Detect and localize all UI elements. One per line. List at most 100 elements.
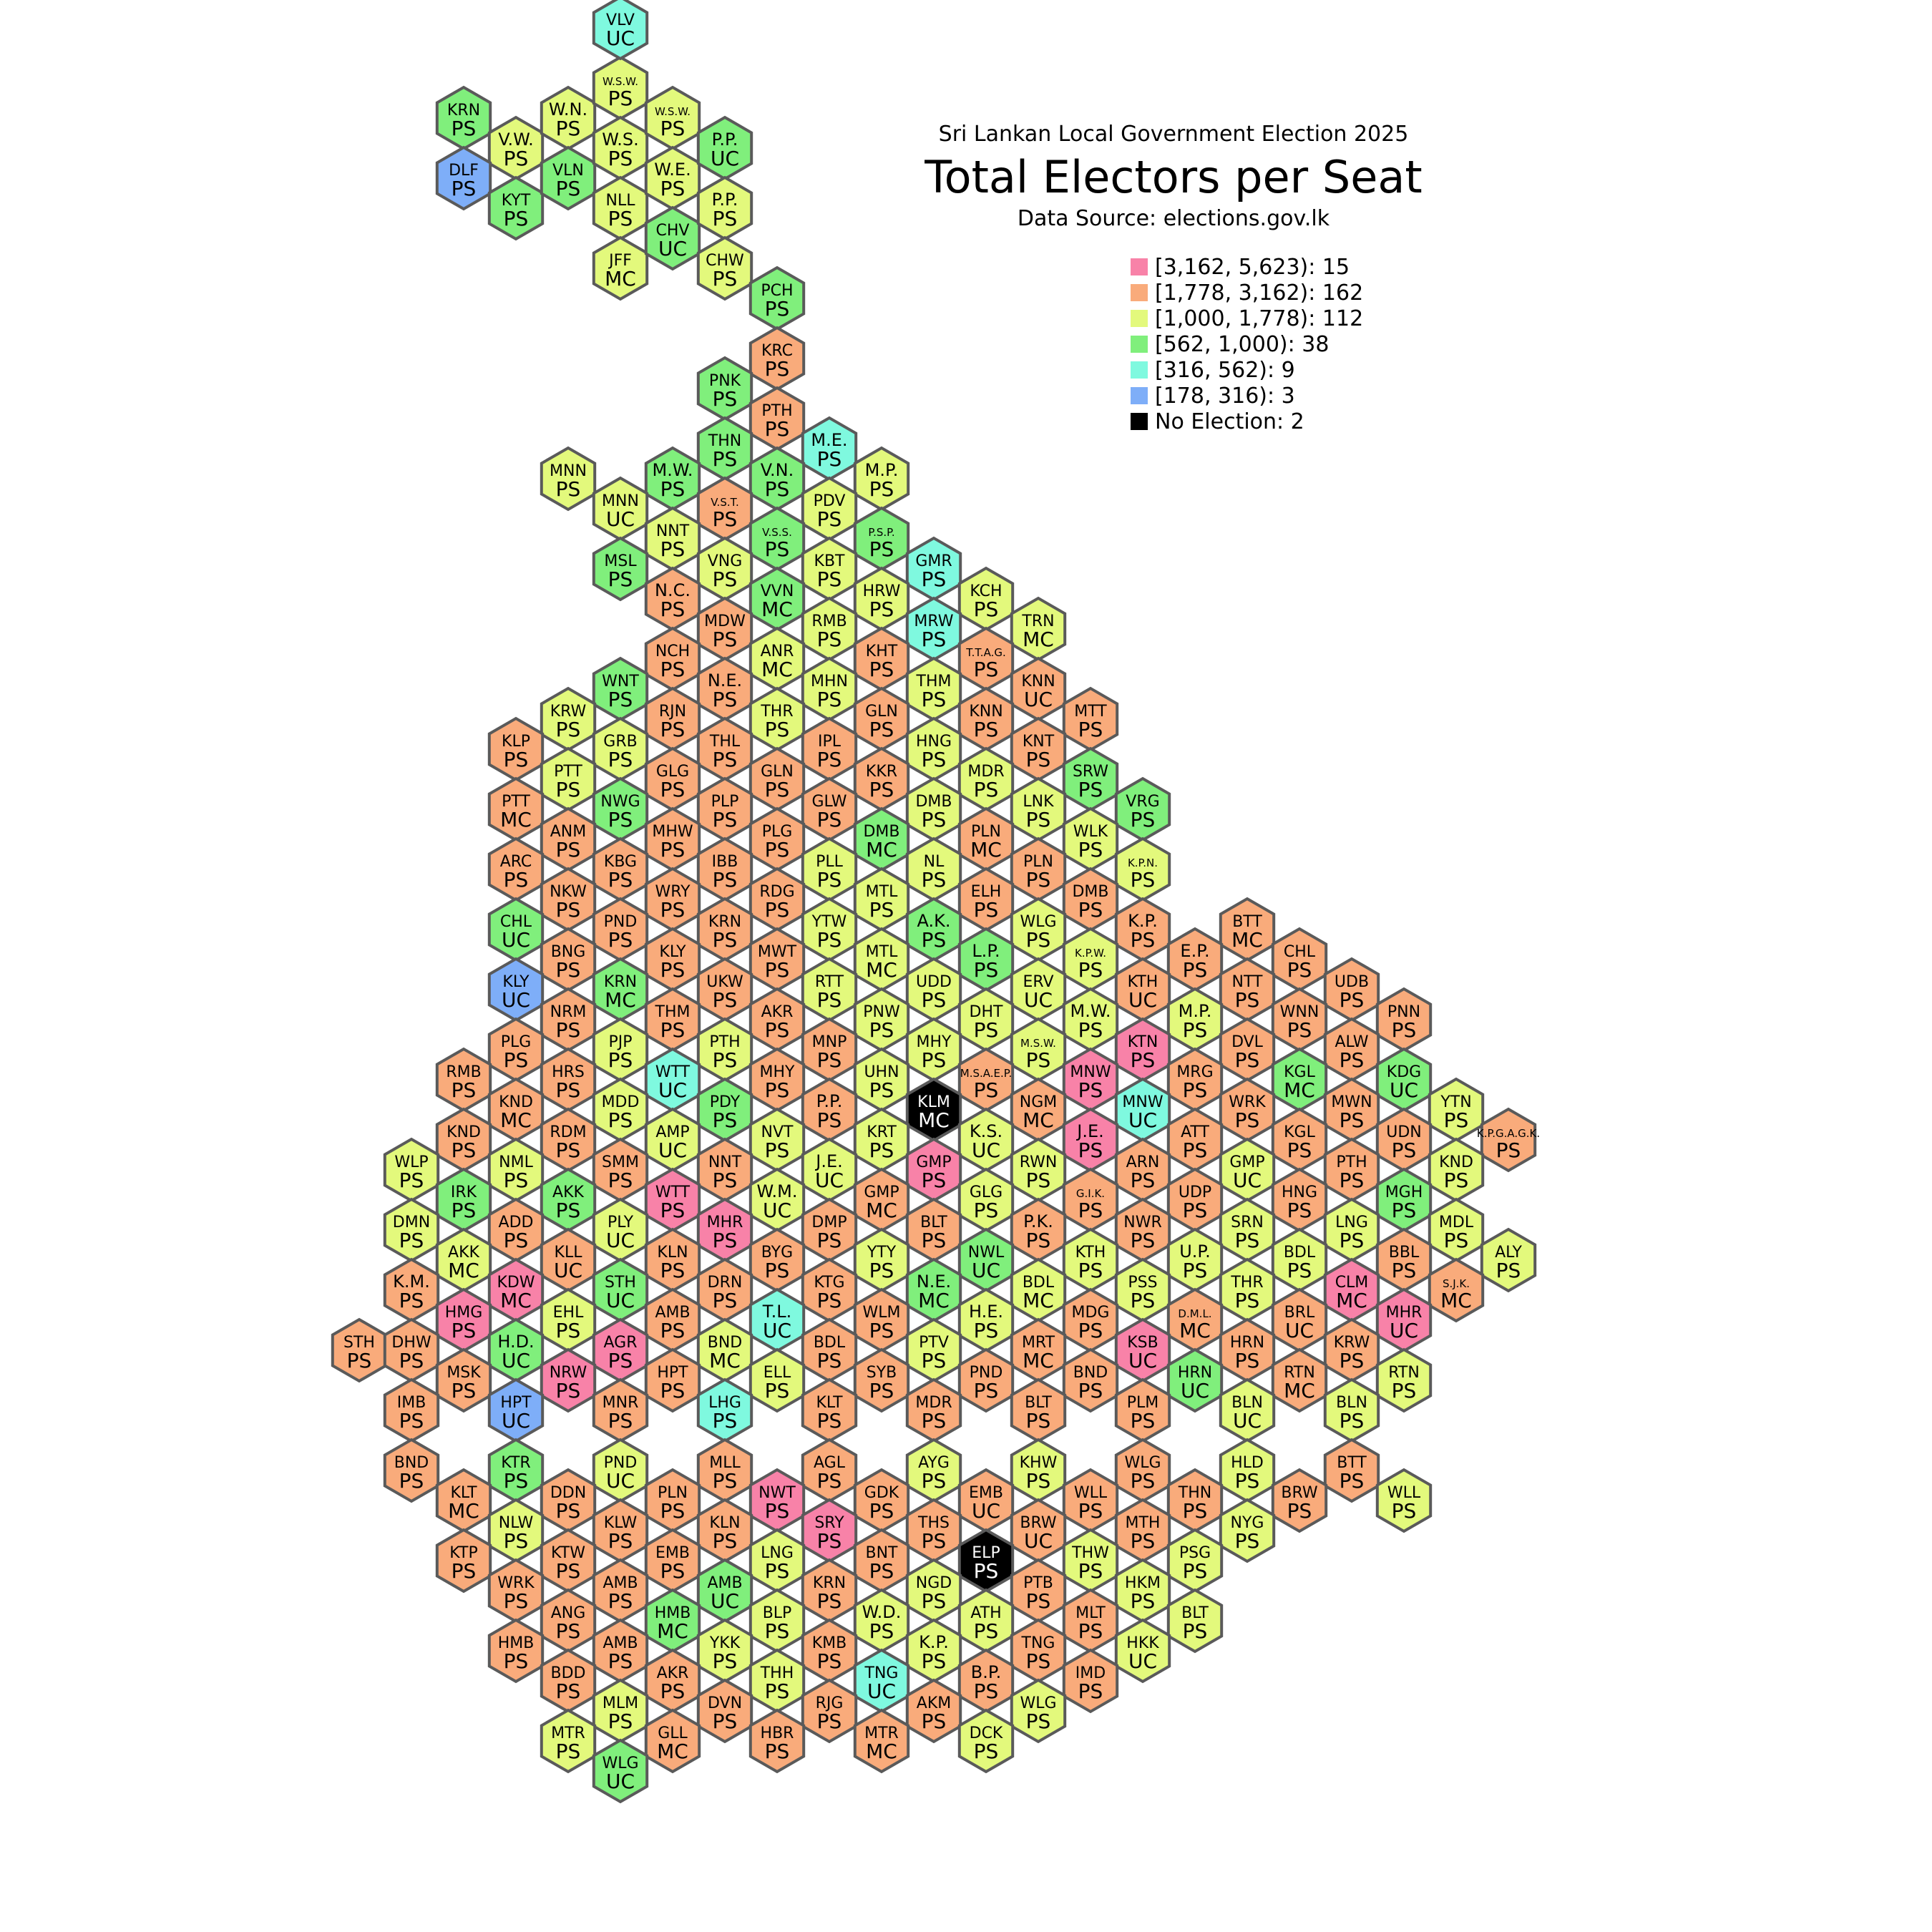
region-type: MC <box>1336 1289 1367 1312</box>
region-code: WLL <box>1074 1484 1108 1502</box>
region-code: MNW <box>1122 1093 1163 1111</box>
region-code: T.T.A.G. <box>965 646 1005 659</box>
region-code: THM <box>655 1003 691 1021</box>
region-code: K.P. <box>919 1632 949 1652</box>
region-code: PLL <box>816 853 844 871</box>
region-type: MC <box>500 1289 532 1312</box>
region-code: GDK <box>864 1484 899 1502</box>
map-title: Total Electors per Seat <box>924 151 1423 203</box>
region-code: EMB <box>969 1484 1003 1502</box>
region-type: PS <box>1026 1169 1051 1192</box>
legend-label: No Election: 2 <box>1155 409 1304 434</box>
region-type: PS <box>452 1379 477 1402</box>
region-code: NLW <box>499 1514 534 1532</box>
region-type: PS <box>608 1409 633 1433</box>
region-code: WLL <box>1387 1484 1421 1502</box>
region-type: PS <box>713 447 738 471</box>
region-code: NGD <box>916 1574 952 1592</box>
region-hex: T.L.UC <box>748 1287 806 1353</box>
region-type: PS <box>713 748 738 771</box>
region-type: PS <box>660 1499 686 1523</box>
region-code: WLM <box>863 1304 901 1322</box>
region-type: MC <box>761 658 793 681</box>
region-code: KHW <box>1020 1454 1058 1472</box>
region-type: PS <box>1496 1138 1521 1162</box>
legend-item: [3,162, 5,623): 15 <box>1131 254 1363 280</box>
region-hex: M.W.PS <box>644 446 701 512</box>
region-type: PS <box>1235 1349 1260 1372</box>
region-code: BLT <box>1181 1604 1209 1622</box>
region-code: PTH <box>709 1033 740 1051</box>
region-type: UC <box>1128 988 1157 1012</box>
region-type: PS <box>922 1709 947 1733</box>
region-type: PS <box>1131 1289 1156 1312</box>
region-type: PS <box>974 898 999 922</box>
region-code: CHL <box>1284 943 1316 961</box>
region-code: KTP <box>449 1544 477 1562</box>
region-type: PS <box>1026 1589 1051 1613</box>
region-code: DRN <box>708 1274 743 1292</box>
region-code: VLN <box>552 162 584 180</box>
region-type: PS <box>1183 1619 1208 1643</box>
region-type: MC <box>866 1740 897 1763</box>
region-type: PS <box>765 1138 790 1162</box>
region-code: NNT <box>656 522 690 540</box>
region-code: AKM <box>917 1694 951 1712</box>
region-hex: U.P.PS <box>1166 1227 1224 1293</box>
region-code: D.M.L. <box>1178 1307 1211 1320</box>
region-code: K.S. <box>970 1121 1002 1141</box>
region-hex: M.P.PS <box>1166 987 1224 1053</box>
region-code: WLG <box>1124 1454 1161 1472</box>
region-type: PS <box>1078 1138 1103 1162</box>
region-type: PS <box>765 1499 790 1523</box>
region-hex: W.S.W.PS <box>592 55 649 121</box>
region-code: B.P. <box>971 1662 1001 1682</box>
region-type: PS <box>660 898 686 922</box>
region-type: PS <box>1026 1649 1051 1673</box>
region-type: PS <box>1026 868 1051 892</box>
region-type: PS <box>1287 1138 1312 1162</box>
region-code: MLM <box>602 1694 638 1712</box>
region-code: E.P. <box>1180 941 1209 961</box>
region-type: UC <box>815 1169 844 1192</box>
region-type: PS <box>1496 1259 1521 1282</box>
region-code: BDL <box>1023 1274 1055 1292</box>
region-code: KND <box>1439 1153 1473 1171</box>
region-code: GRB <box>603 733 637 751</box>
region-type: PS <box>922 1529 947 1553</box>
region-type: PS <box>608 1589 633 1613</box>
region-type: MC <box>1231 928 1263 952</box>
region-type: PS <box>1078 1319 1103 1342</box>
